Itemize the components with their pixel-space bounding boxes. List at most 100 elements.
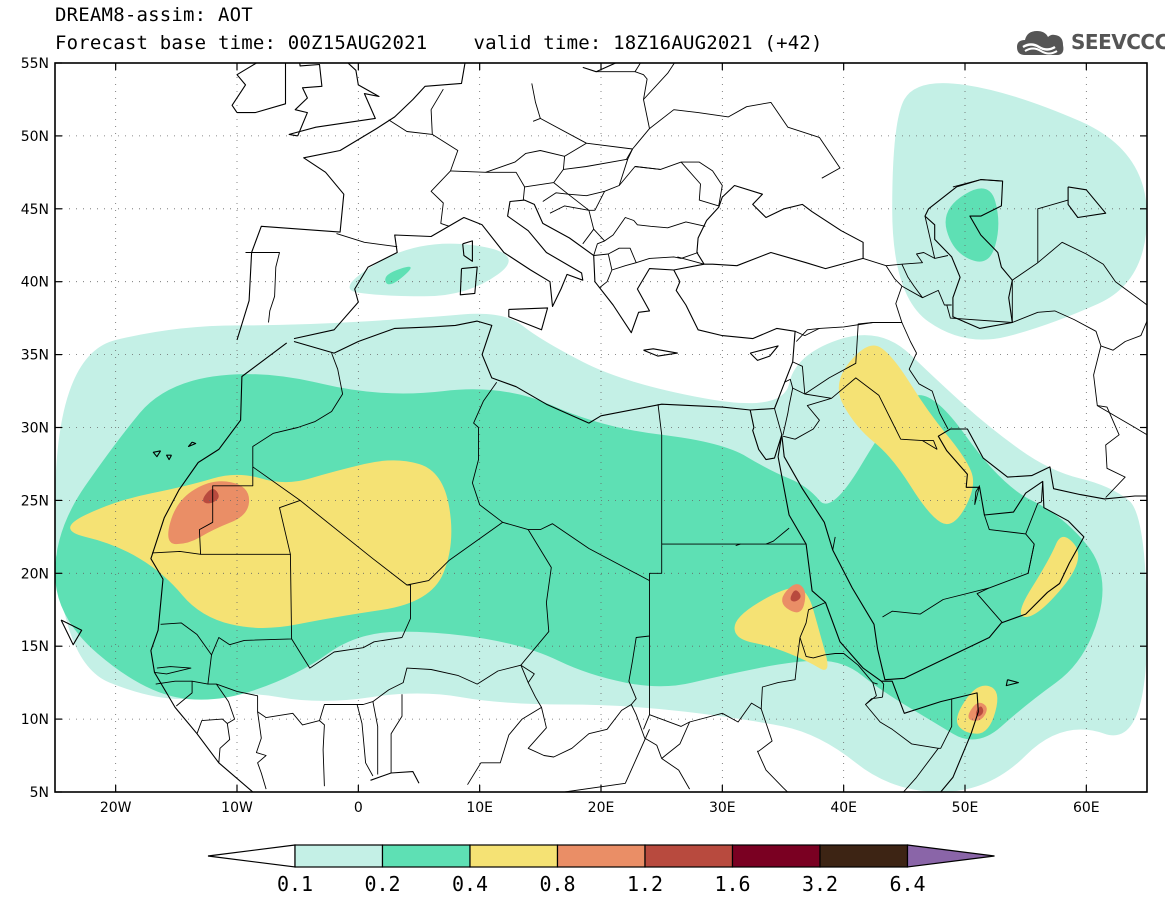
coastline [236,63,466,341]
colorbar-level-label: 1.6 [714,872,751,896]
country-border [160,554,293,656]
country-border [784,378,805,395]
country-border [593,228,606,256]
country-border [782,388,794,435]
country-border [200,499,301,555]
coastline [294,63,323,137]
country-border [643,63,675,100]
coastline [643,348,678,357]
coastline [749,345,779,361]
aot-region-level-2 [945,188,999,262]
country-border [563,148,633,170]
country-border [549,205,595,245]
colorbar-level-label: 0.8 [539,872,576,896]
country-border [291,584,411,669]
lat-tick-label: 45N [21,202,49,218]
cloud-logo-icon [1017,31,1064,55]
colorbar-segment [556,844,646,868]
coastline [508,307,549,331]
country-border [450,170,526,201]
lon-tick-label: 20E [588,800,615,816]
coastline [1067,186,1107,219]
country-border [832,536,836,551]
country-border [553,159,629,197]
coastline [781,428,1147,681]
colorbar-level-label: 0.1 [276,872,314,896]
coastline [370,771,420,784]
country-border [594,191,606,211]
coastline [459,266,478,296]
colorbar-level-label: 1.2 [626,872,664,896]
colorbar-segment [731,844,821,868]
coastline [288,63,380,137]
map-title: DREAM8-assim: AOT [55,4,253,26]
country-border [636,256,682,264]
country-border [634,63,641,72]
country-border [252,382,504,586]
country-border [604,217,706,242]
country-border [799,637,874,683]
lat-tick-label: 20N [21,566,49,582]
aot-region-level-2 [55,374,1103,740]
valid-time: valid time: 18Z16AUG2021 (+42) [473,32,823,54]
aot-region-level-3 [70,460,452,628]
country-border [319,664,542,785]
country-border [649,637,801,727]
country-border [255,711,267,790]
lat-tick-label: 10N [21,712,49,728]
colorbar-over-arrow [906,844,995,868]
country-border [1012,241,1147,306]
country-border [564,729,650,792]
coastline [150,342,298,792]
coastline [582,63,617,73]
country-border [1025,481,1044,535]
country-border [901,322,949,430]
lon-tick-label: 40E [830,800,857,816]
lat-tick-label: 50N [21,129,49,145]
logo-text: SEEVCCC [1071,30,1165,54]
coastline [60,619,83,646]
country-border [1027,544,1035,574]
lat-tick-label: 25N [21,493,49,509]
country-border [430,88,444,135]
country-border [527,704,690,790]
country-border [735,543,741,547]
country-border [218,723,231,763]
colorbar-level-label: 3.2 [801,872,839,896]
lat-tick-label: 55N [21,56,49,72]
country-border [336,233,398,248]
country-border [1100,320,1147,351]
coastline [1005,679,1019,687]
coastline [293,199,796,424]
seevccc-logo: SEEVCCC [1015,22,1165,62]
country-border [792,322,873,395]
country-border [872,682,878,685]
colorbar-segment [644,844,734,868]
lat-tick-label: 30N [21,421,49,437]
aot-region-level-4 [168,481,250,545]
country-border [649,101,841,179]
forecast-times: Forecast base time: 00Z15AUG2021 valid ti… [55,32,823,54]
lon-tick-label: 0 [354,800,363,816]
colorbar-level-label: 6.4 [889,872,926,896]
country-border [657,404,663,545]
coastline [462,240,473,262]
country-border [681,161,723,206]
lat-tick-label: 5N [30,785,49,801]
lon-tick-label: 10W [221,800,253,816]
country-border [901,264,923,298]
colorbar-segment [381,844,471,868]
coastline [152,450,162,458]
lon-tick-label: 10E [466,800,493,816]
aot-region-level-2 [385,266,411,285]
coastline [673,184,864,271]
forecast-base-time: Forecast base time: 00Z15AUG2021 [55,32,428,54]
country-border [799,602,826,638]
country-border [794,327,820,337]
country-border [882,587,990,618]
country-border [152,466,254,555]
country-border [922,440,938,450]
country-border [680,252,699,259]
lon-tick-label: 50E [952,800,979,816]
coastline [231,63,287,114]
